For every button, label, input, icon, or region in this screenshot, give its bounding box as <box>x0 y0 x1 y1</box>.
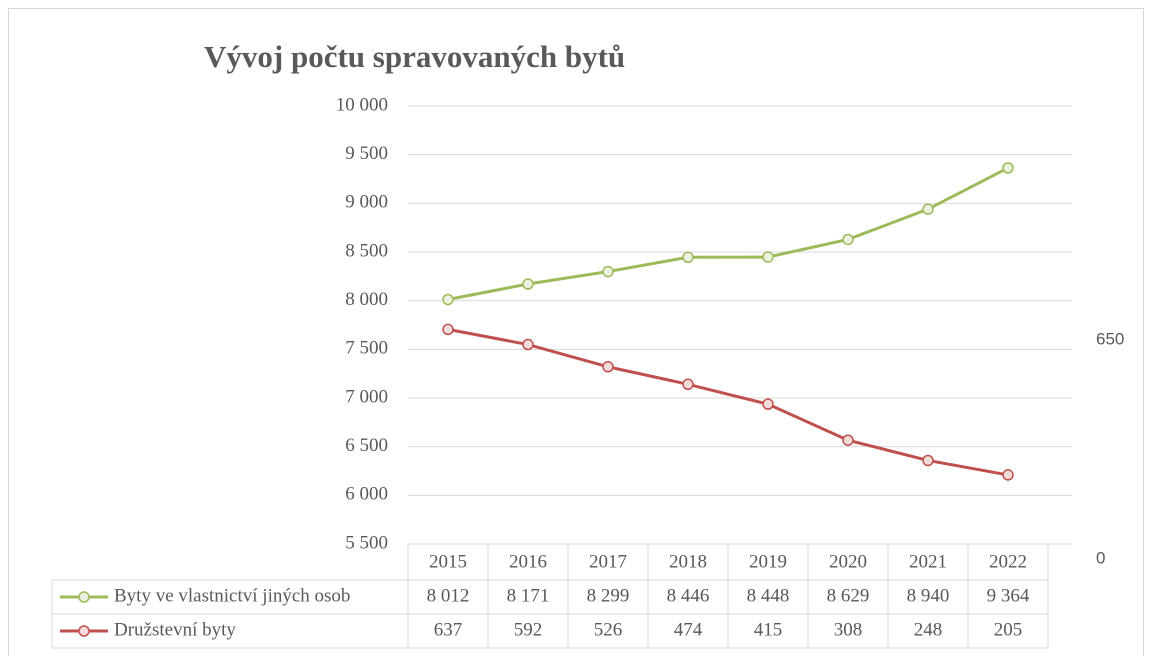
table-value: 308 <box>834 619 863 640</box>
point <box>602 361 614 373</box>
y2-tick-label: 0 <box>1096 548 1105 567</box>
point <box>922 203 934 215</box>
y-tick-label: 5 500 <box>345 532 388 553</box>
y-tick-label: 9 000 <box>345 192 388 213</box>
point <box>762 251 774 263</box>
table-value: 8 629 <box>827 585 870 606</box>
table-value: 474 <box>674 619 703 640</box>
table-value: 526 <box>594 619 623 640</box>
legend-label: Byty ve vlastnictví jiných osob <box>114 585 350 606</box>
x-tick-label: 2015 <box>429 551 467 572</box>
table-value: 8 448 <box>747 585 790 606</box>
y-tick-label: 6 000 <box>345 484 388 505</box>
x-tick-label: 2017 <box>589 551 627 572</box>
table-value: 8 446 <box>667 585 710 606</box>
point <box>842 434 854 446</box>
point <box>602 265 614 278</box>
series-line <box>447 327 1009 477</box>
chart-frame <box>8 8 1144 656</box>
point <box>682 378 694 391</box>
table-value: 592 <box>514 619 543 640</box>
point <box>442 323 454 336</box>
x-tick-label: 2021 <box>909 551 947 572</box>
table-value: 8 940 <box>907 585 950 606</box>
x-tick-label: 2018 <box>669 551 707 572</box>
table-value: 205 <box>994 619 1023 640</box>
y-tick-label: 8 000 <box>345 289 388 310</box>
legend-label: Družstevní byty <box>114 619 236 640</box>
y-tick-label: 6 500 <box>345 435 388 456</box>
table-value: 415 <box>754 619 783 640</box>
legend-marker <box>78 625 90 637</box>
y-tick-label: 10 000 <box>336 94 388 115</box>
table-value: 248 <box>914 619 943 640</box>
y-tick-label: 7 000 <box>345 386 388 407</box>
point <box>922 454 934 467</box>
legend-marker <box>78 591 90 603</box>
y-tick-label: 8 500 <box>345 240 388 261</box>
table-value: 637 <box>434 619 463 640</box>
series-line <box>447 166 1009 301</box>
table-value: 8 299 <box>587 585 630 606</box>
chart-title: Vývoj počtu spravovaných bytů <box>204 39 625 74</box>
point <box>762 398 774 410</box>
point <box>682 251 694 264</box>
x-tick-label: 2019 <box>749 551 787 572</box>
point <box>442 293 454 306</box>
table-value: 8 171 <box>507 585 550 606</box>
x-tick-label: 2020 <box>829 551 867 572</box>
table-value: 8 012 <box>427 585 470 606</box>
table-value: 9 364 <box>987 585 1030 606</box>
point <box>1002 162 1014 174</box>
x-tick-label: 2016 <box>509 551 547 572</box>
y-tick-label: 7 500 <box>345 338 388 359</box>
point <box>522 338 534 351</box>
y-tick-label: 9 500 <box>345 143 388 164</box>
point <box>1002 469 1014 481</box>
point <box>842 233 854 246</box>
y2-tick-label: 650 <box>1096 329 1124 348</box>
x-tick-label: 2022 <box>989 551 1027 572</box>
point <box>522 278 534 290</box>
